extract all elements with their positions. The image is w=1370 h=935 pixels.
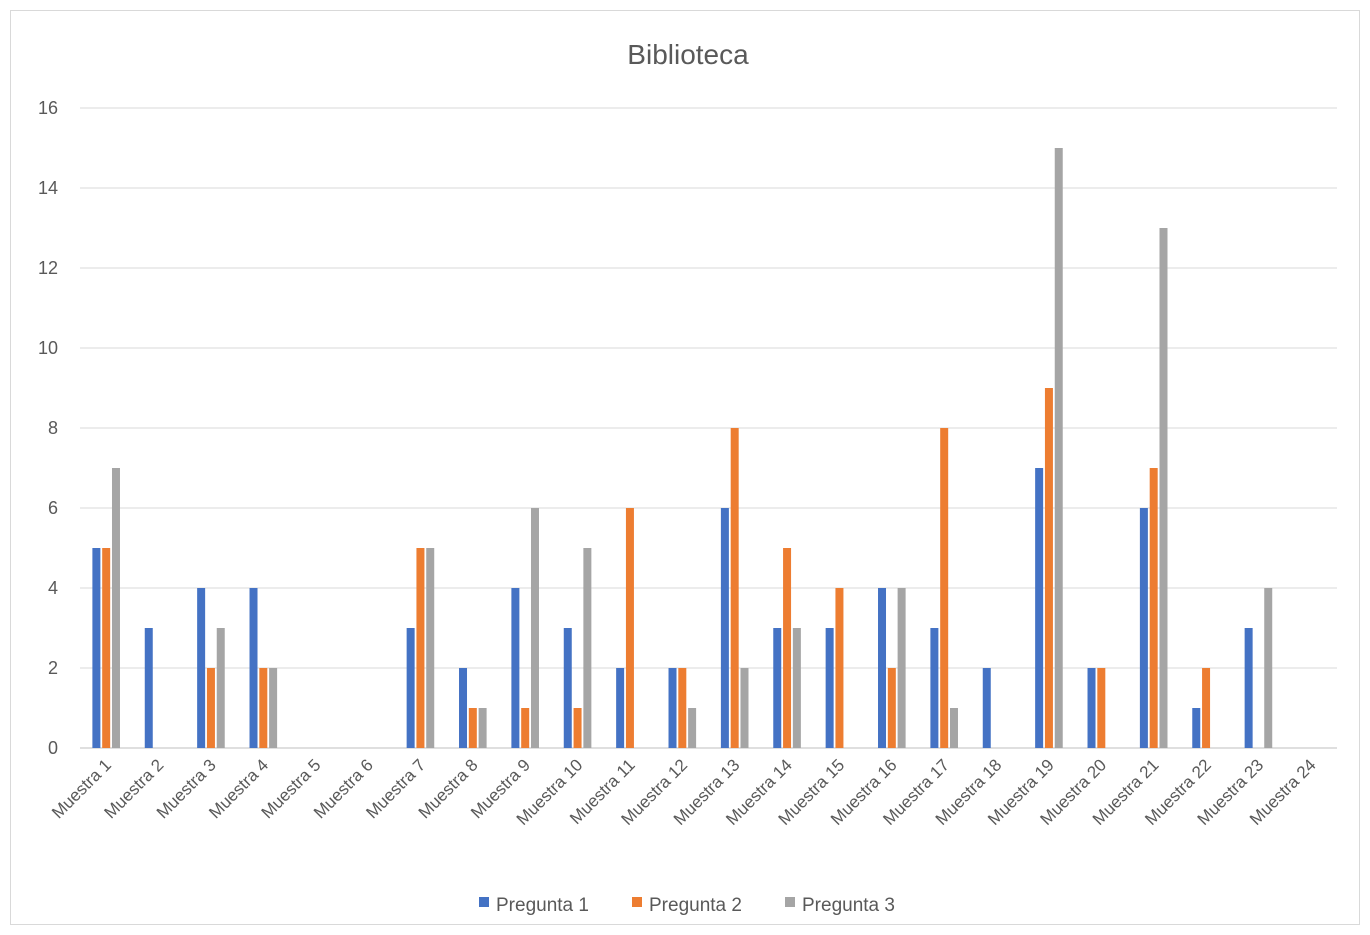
bar-2-16 bbox=[887, 668, 896, 748]
y-tick-label: 10 bbox=[38, 338, 58, 358]
bar-3-10 bbox=[583, 548, 592, 748]
bar-3-13 bbox=[740, 668, 749, 748]
bar-3-4 bbox=[269, 668, 278, 748]
bar-1-4 bbox=[249, 588, 258, 748]
legend-label: Pregunta 1 bbox=[496, 895, 589, 916]
bar-1-16 bbox=[878, 588, 887, 748]
bar-2-12 bbox=[678, 668, 687, 748]
y-tick-label: 8 bbox=[48, 418, 58, 438]
bar-2-9 bbox=[521, 708, 530, 748]
bar-3-12 bbox=[688, 708, 697, 748]
bars bbox=[92, 148, 1273, 748]
bar-2-1 bbox=[102, 548, 111, 748]
chart-title: Biblioteca bbox=[627, 39, 749, 70]
bar-1-13 bbox=[720, 508, 729, 748]
bar-3-16 bbox=[897, 588, 906, 748]
bar-3-9 bbox=[530, 508, 539, 748]
bar-1-17 bbox=[930, 628, 939, 748]
bar-3-3 bbox=[216, 628, 225, 748]
y-tick-label: 12 bbox=[38, 258, 58, 278]
legend-swatch bbox=[479, 897, 489, 907]
legend: Pregunta 1 Pregunta 2 Pregunta 3 bbox=[479, 895, 895, 916]
bar-1-1 bbox=[92, 548, 101, 748]
bar-1-10 bbox=[563, 628, 572, 748]
y-tick-label: 0 bbox=[48, 738, 58, 758]
bar-1-22 bbox=[1192, 708, 1201, 748]
bar-1-23 bbox=[1244, 628, 1253, 748]
y-tick-label: 14 bbox=[38, 178, 58, 198]
bar-1-15 bbox=[825, 628, 834, 748]
bar-1-18 bbox=[982, 668, 991, 748]
bar-2-17 bbox=[940, 428, 949, 748]
bar-2-7 bbox=[416, 548, 425, 748]
bar-2-15 bbox=[835, 588, 844, 748]
bar-1-2 bbox=[144, 628, 153, 748]
bar-1-14 bbox=[773, 628, 782, 748]
bar-3-17 bbox=[949, 708, 958, 748]
bar-1-11 bbox=[616, 668, 625, 748]
bar-1-9 bbox=[511, 588, 520, 748]
bar-2-20 bbox=[1097, 668, 1106, 748]
bar-1-12 bbox=[668, 668, 677, 748]
y-tick-label: 2 bbox=[48, 658, 58, 678]
legend-swatch bbox=[785, 897, 795, 907]
bar-2-14 bbox=[783, 548, 792, 748]
bar-2-8 bbox=[468, 708, 477, 748]
chart-frame bbox=[10, 10, 1360, 925]
y-tick-label: 16 bbox=[38, 98, 58, 118]
bar-2-21 bbox=[1149, 468, 1158, 748]
y-tick-label: 6 bbox=[48, 498, 58, 518]
y-axis: 0 2 4 6 8 10 12 14 16 bbox=[38, 98, 58, 758]
bar-1-7 bbox=[406, 628, 415, 748]
bar-2-13 bbox=[730, 428, 739, 748]
bar-2-3 bbox=[206, 668, 215, 748]
legend-label: Pregunta 2 bbox=[649, 895, 742, 916]
bar-1-21 bbox=[1139, 508, 1148, 748]
bar-2-4 bbox=[259, 668, 268, 748]
legend-label: Pregunta 3 bbox=[802, 895, 895, 916]
gridlines bbox=[80, 107, 1337, 749]
y-tick-label: 4 bbox=[48, 578, 58, 598]
bar-2-22 bbox=[1202, 668, 1211, 748]
bar-2-19 bbox=[1044, 388, 1053, 748]
legend-swatch bbox=[632, 897, 642, 907]
bar-1-8 bbox=[459, 668, 468, 748]
bar-2-11 bbox=[625, 508, 634, 748]
bar-2-10 bbox=[573, 708, 582, 748]
bar-3-1 bbox=[111, 468, 120, 748]
bar-3-14 bbox=[792, 628, 801, 748]
bar-3-8 bbox=[478, 708, 487, 748]
bar-3-21 bbox=[1159, 228, 1168, 748]
bar-1-20 bbox=[1087, 668, 1096, 748]
bar-3-23 bbox=[1264, 588, 1273, 748]
bar-3-19 bbox=[1054, 148, 1063, 748]
bar-1-19 bbox=[1035, 468, 1044, 748]
bar-1-3 bbox=[197, 588, 206, 748]
bar-3-7 bbox=[426, 548, 435, 748]
